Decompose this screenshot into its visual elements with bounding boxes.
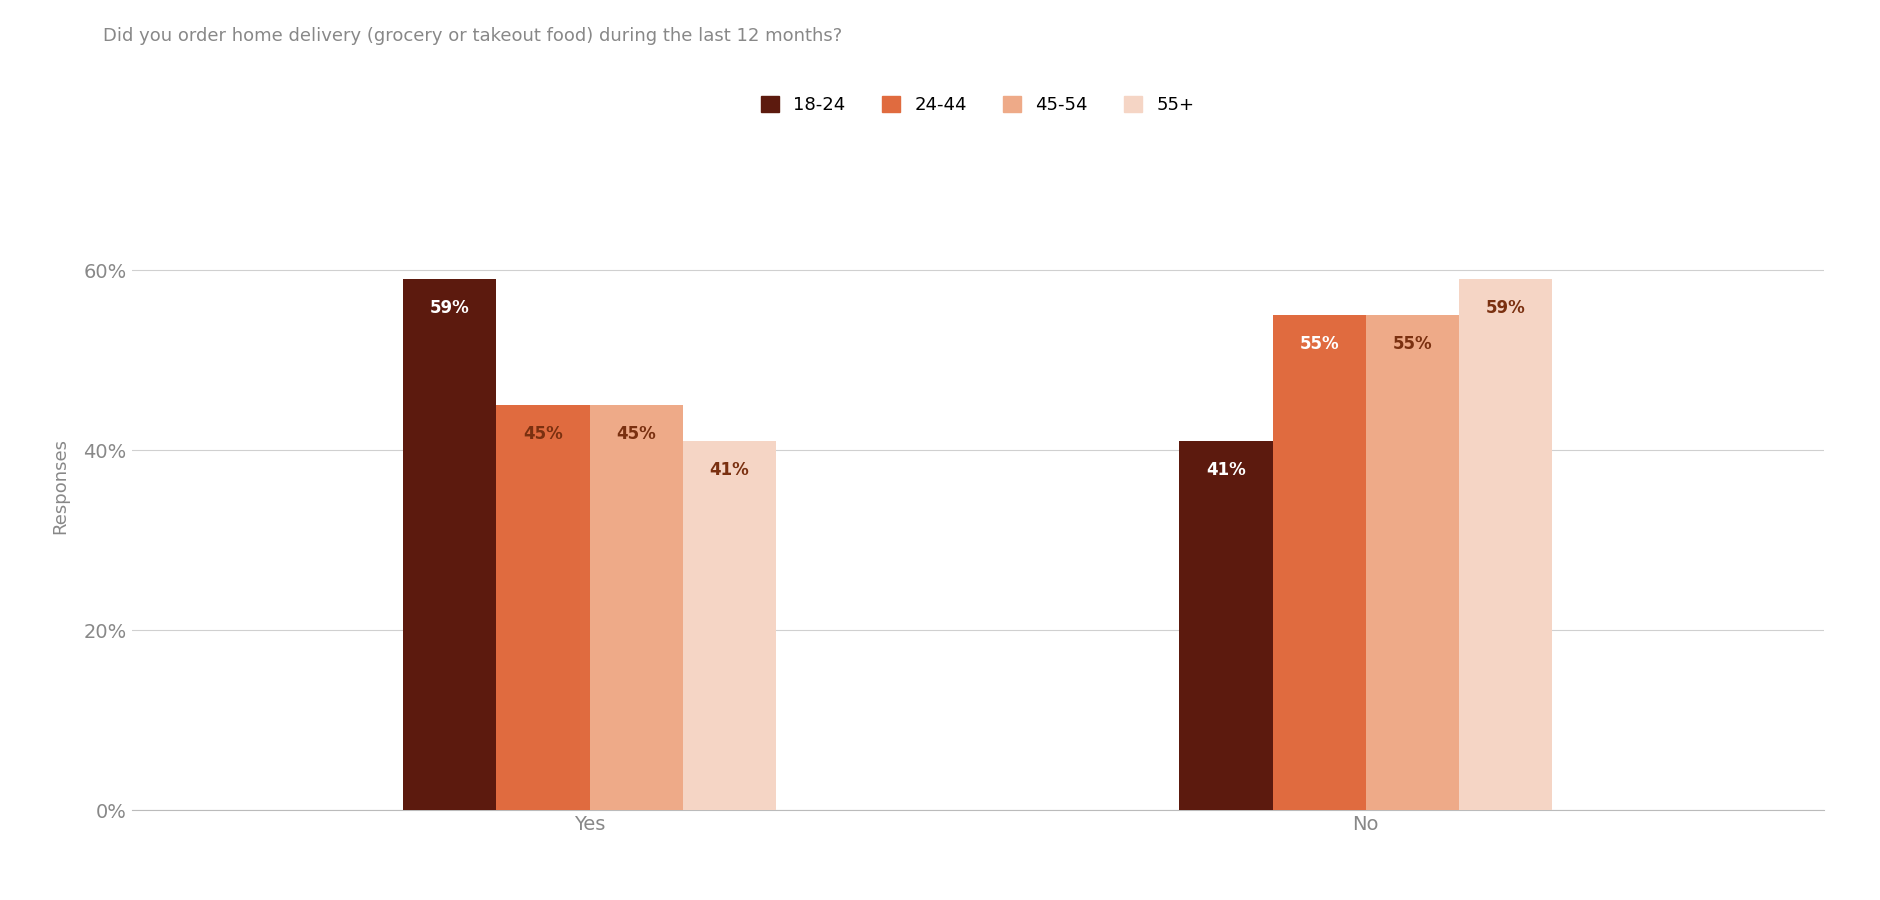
Bar (496, 405, 590, 810)
Bar (1459, 279, 1553, 810)
Text: Did you order home delivery (grocery or takeout food) during the last 12 months?: Did you order home delivery (grocery or … (103, 27, 842, 45)
Text: 45%: 45% (523, 425, 562, 443)
Bar (590, 405, 682, 810)
Bar (1179, 441, 1273, 810)
Bar (1273, 315, 1365, 810)
Text: 45%: 45% (617, 425, 656, 443)
Y-axis label: Responses: Responses (51, 438, 70, 534)
Text: 41%: 41% (709, 461, 748, 479)
Bar (682, 441, 776, 810)
Text: 59%: 59% (1485, 299, 1525, 317)
Legend: 18-24, 24-44, 45-54, 55+: 18-24, 24-44, 45-54, 55+ (752, 86, 1203, 123)
Text: 59%: 59% (431, 299, 470, 317)
Text: 41%: 41% (1207, 461, 1246, 479)
Bar (402, 279, 496, 810)
Text: 55%: 55% (1393, 335, 1433, 353)
Bar (1365, 315, 1459, 810)
Text: 55%: 55% (1299, 335, 1339, 353)
